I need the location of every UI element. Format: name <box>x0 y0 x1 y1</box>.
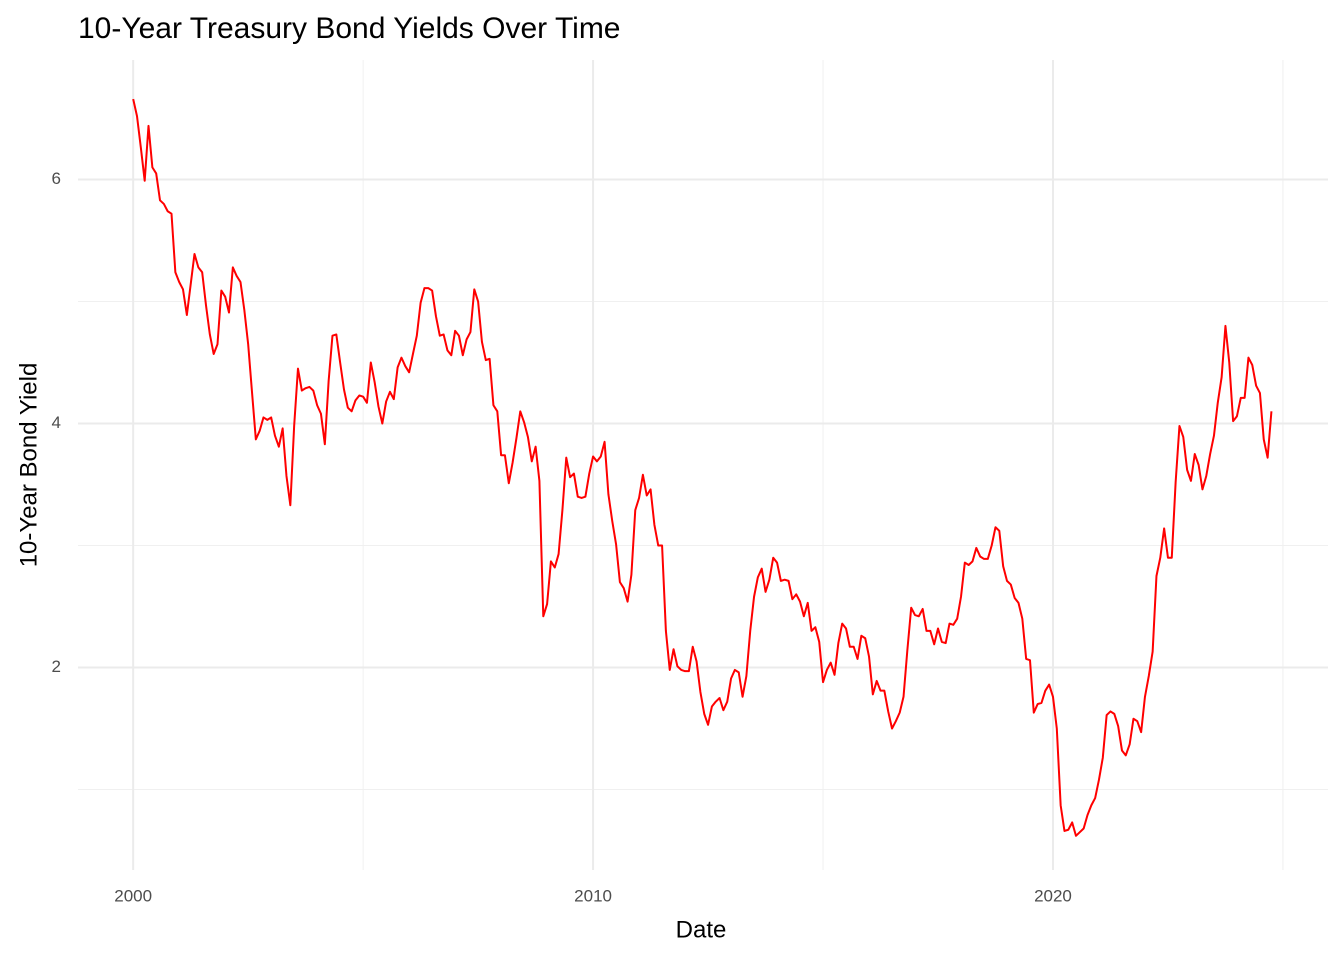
data-line <box>132 98 1273 837</box>
chart-title: 10-Year Treasury Bond Yields Over Time <box>78 12 621 45</box>
x-tick-label: 2010 <box>574 886 612 905</box>
y-axis-label: 10-Year Bond Yield <box>15 363 42 568</box>
x-tick-label: 2000 <box>114 886 152 905</box>
x-axis-label: Date <box>676 916 727 943</box>
y-tick-label: 4 <box>52 413 61 432</box>
y-tick-label: 6 <box>52 169 61 188</box>
x-tick-label: 2020 <box>1034 886 1072 905</box>
y-tick-label: 2 <box>52 657 61 676</box>
